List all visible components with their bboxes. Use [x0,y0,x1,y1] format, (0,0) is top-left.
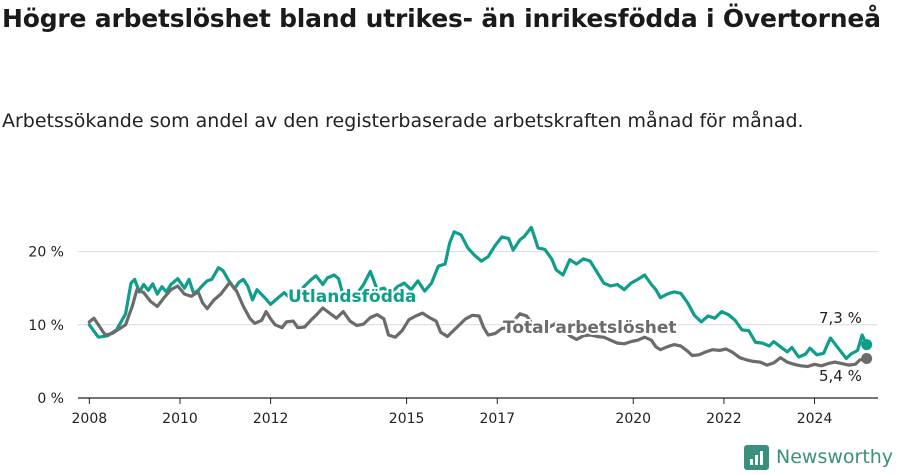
grid [78,251,878,399]
x-tick-label: 2020 [615,411,651,427]
chart-title: Högre arbetslöshet bland utrikes- än inr… [2,4,881,33]
series-label-total: Total arbetslöshet [503,318,677,338]
chart-subtitle: Arbetssökande som andel av den registerb… [2,110,804,132]
x-tick-label: 2024 [797,411,833,427]
series-line-total [87,280,869,369]
x-tick-label: 2022 [706,411,742,427]
series-label-utlandsfodda: Utlandsfödda [288,287,417,307]
x-tick-label: 2010 [162,411,198,427]
x-axis-ticks: 2008 2010 2012 2015 2017 2020 2022 2024 [72,398,833,427]
end-label-utlandsfodda: 7,3 % [819,309,862,327]
y-axis-ticks: 0 % 10 % 20 % [28,245,64,407]
x-tick-label: 2015 [389,411,425,427]
brand-name: Newsworthy [776,446,894,468]
y-tick-label: 10 % [28,318,64,334]
series-labels: Utlandsfödda Total arbetslöshet 7,3 % 5,4 % [286,285,862,385]
y-tick-label: 20 % [28,245,64,261]
x-tick-label: 2017 [479,411,515,427]
end-point-total [861,352,873,364]
series-lines [87,225,873,369]
newsworthy-logo: Newsworthy [744,443,893,471]
end-label-total: 5,4 % [819,367,862,385]
series-line-utlandsfodda [87,225,869,361]
y-tick-label: 0 % [37,391,64,407]
x-tick-label: 2012 [253,411,289,427]
bar-chart-icon [744,444,769,470]
end-point-utlandsfodda [861,339,873,351]
x-tick-label: 2008 [72,411,108,427]
